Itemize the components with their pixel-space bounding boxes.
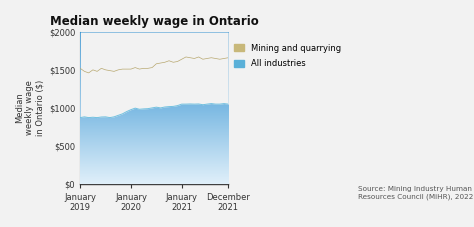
Title: Median weekly wage in Ontario: Median weekly wage in Ontario [50, 15, 259, 28]
Y-axis label: Median
weekly wage
in Ontario ($): Median weekly wage in Ontario ($) [15, 80, 45, 136]
Legend: Mining and quarrying, All industries: Mining and quarrying, All industries [234, 44, 341, 68]
Text: Source: Mining Industry Human
Resources Council (MiHR), 2022: Source: Mining Industry Human Resources … [358, 186, 473, 200]
